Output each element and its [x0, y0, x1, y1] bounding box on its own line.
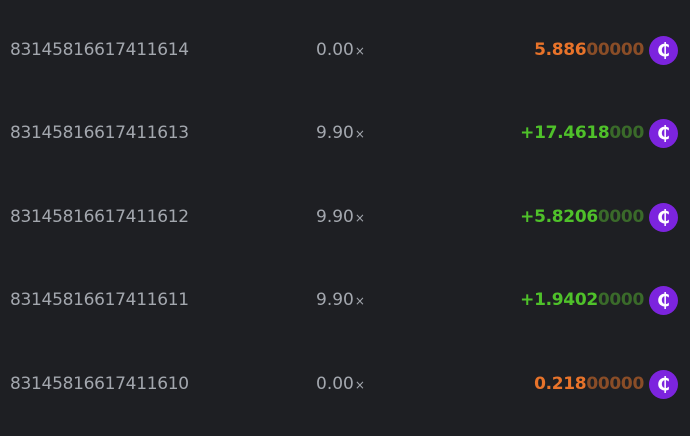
- bet-id: 83145816617411610: [10, 374, 189, 394]
- multiplier-value: 9.90: [316, 207, 354, 227]
- currency-coin-icon: ₵: [649, 35, 678, 65]
- payout-amount-trailing-zeros: 0000: [597, 207, 644, 227]
- bet-id: 83145816617411611: [10, 290, 189, 310]
- bet-row[interactable]: 83145816617411611 9.90× +1.94020000 ₵: [0, 280, 690, 320]
- payout-amount-main: 5.886: [534, 40, 587, 60]
- payout-amount: +1.94020000: [520, 290, 644, 310]
- multiplier-suffix: ×: [354, 378, 365, 392]
- payout-amount-main: 0.218: [534, 374, 587, 394]
- multiplier-suffix: ×: [354, 127, 365, 141]
- bet-id: 83145816617411614: [10, 40, 189, 60]
- payout-amount: 5.88600000: [534, 40, 644, 60]
- bet-id: 83145816617411613: [10, 123, 189, 143]
- multiplier-value: 9.90: [316, 123, 354, 143]
- bet-row[interactable]: 83145816617411612 9.90× +5.82060000 ₵: [0, 197, 690, 237]
- payout-amount-main: +5.8206: [520, 207, 598, 227]
- multiplier: 9.90×: [316, 123, 365, 143]
- payout-amount-trailing-zeros: 0000: [597, 290, 644, 310]
- payout-amount-trailing-zeros: 000: [609, 123, 644, 143]
- multiplier-value: 0.00: [316, 40, 354, 60]
- payout-amount-trailing-zeros: 00000: [586, 374, 644, 394]
- multiplier-value: 9.90: [316, 290, 354, 310]
- multiplier-suffix: ×: [354, 44, 365, 58]
- multiplier: 0.00×: [316, 374, 365, 394]
- bet-id: 83145816617411612: [10, 207, 189, 227]
- multiplier: 9.90×: [316, 207, 365, 227]
- bet-row[interactable]: 83145816617411614 0.00× 5.88600000 ₵: [0, 30, 690, 70]
- multiplier-value: 0.00: [316, 374, 354, 394]
- multiplier-suffix: ×: [354, 294, 365, 308]
- payout-amount: 0.21800000: [534, 374, 644, 394]
- currency-coin-icon: ₵: [649, 369, 678, 399]
- payout-amount-main: +1.9402: [520, 290, 598, 310]
- currency-coin-icon: ₵: [649, 202, 678, 232]
- multiplier: 9.90×: [316, 290, 365, 310]
- payout-amount-trailing-zeros: 00000: [586, 40, 644, 60]
- payout-amount-main: +17.4618: [520, 123, 610, 143]
- payout-amount: +17.4618000: [520, 123, 644, 143]
- multiplier-suffix: ×: [354, 211, 365, 225]
- multiplier: 0.00×: [316, 40, 365, 60]
- bet-row[interactable]: 83145816617411613 9.90× +17.4618000 ₵: [0, 113, 690, 153]
- payout-amount: +5.82060000: [520, 207, 644, 227]
- currency-coin-icon: ₵: [649, 118, 678, 148]
- currency-coin-icon: ₵: [649, 285, 678, 315]
- bet-row[interactable]: 83145816617411610 0.00× 0.21800000 ₵: [0, 364, 690, 404]
